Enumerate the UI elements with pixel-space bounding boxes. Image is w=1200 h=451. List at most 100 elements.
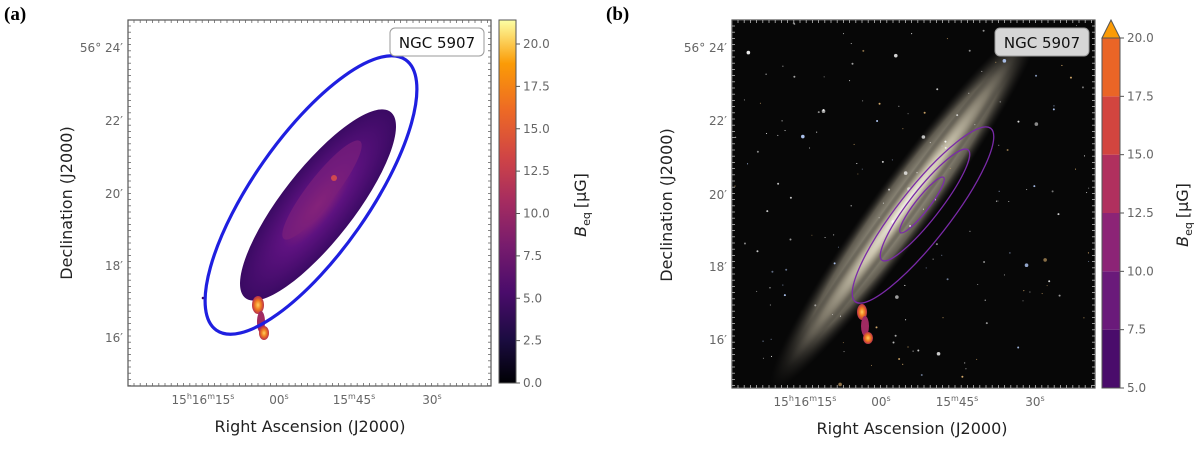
panel-b-star [935,243,938,246]
panel-b-star [881,160,884,163]
panel-b-colorbar-tick: 15.0 [1127,148,1154,162]
panel-b-star [1057,213,1060,216]
panel-b-star [944,140,947,143]
panel-b-colorbar-level [1102,38,1120,97]
panel-b-star [909,225,912,228]
panel-b-star [1003,274,1006,276]
panel-b-star [904,284,906,287]
panel-b-star [1023,290,1025,292]
panel-b-star [888,188,891,191]
panel-b-star [976,358,978,360]
panel-b-star [857,173,859,175]
panel-a-colorbar-tick: 10.0 [523,207,550,221]
panel-b-star [878,217,880,219]
panel-b-star [925,267,927,269]
panel-b-contour-outer [851,126,995,304]
panel-b-frame [731,19,1096,389]
panel-b-star [895,295,899,299]
panel-a-dec-tick: 18′ [105,259,123,273]
panel-b-star [946,278,949,281]
panel-b-star [756,150,759,153]
panel-b-star [1033,185,1036,188]
panel-b-star [856,162,858,165]
panel-b-colorbar-level [1102,329,1120,388]
panel-b-star [965,368,967,370]
panel-a-ra-tick: 00s [269,392,288,407]
panel-b-ra-tick: 30s [1025,394,1044,409]
panel-b-contours [851,126,995,304]
panel-b-star [878,102,881,105]
panel-b-ra-tick: 15m45s [936,394,979,409]
panel-b-star [837,246,840,248]
panel-a-colorbar-tick: 2.5 [523,334,542,348]
panel-b-colorbar-tick: 17.5 [1127,89,1154,103]
panel-b-star [1086,191,1088,194]
panel-b-colorbar-level [1102,213,1120,272]
panel-b-star [814,304,817,307]
panel-b-star [784,129,786,132]
panel-b-star [936,88,939,91]
panel-b-star [964,362,966,364]
panel-b-star [766,210,769,213]
panel-b-star [942,317,944,319]
panel-b-star [1087,252,1089,254]
panel-a-colorbar-tick: 12.5 [523,164,550,178]
panel-b-star [849,80,851,82]
panel-b-star [891,159,893,161]
panel-b-star [983,261,986,264]
panel-b-star [831,313,834,316]
panel-b-star [735,136,737,138]
panel-b-label: (b) [606,4,630,25]
panel-b-contour-mid [879,148,971,262]
panel-b-star [969,230,971,232]
panel-b-star [1029,291,1031,293]
panel-b-star [789,238,792,241]
panel-b-star [756,250,759,253]
panel-b-colorbar-tick: 20.0 [1127,31,1154,45]
panel-a-galaxy-label-box: NGC 5907 [389,27,485,57]
panel-b-star [977,283,979,286]
panel-a-colorbar: 0.0 2.5 5.0 7.5 10.0 12.5 15.0 17.5 20.0 Beq[μG] [498,19,593,390]
panel-a-colorbar-tick: 5.0 [523,291,542,305]
panel-b-star [861,168,863,170]
panel-b-ylabel: Declination (J2000) [657,128,676,281]
panel-b-star [898,358,901,361]
panel-b-dec-tick: 20′ [709,188,727,202]
panel-b-star [968,92,970,94]
panel-b-star [1022,300,1024,302]
panel-b-star [898,105,900,107]
panel-b-dec-tick: 56° 24′ [684,41,727,55]
panel-a-disk-core [282,140,362,240]
panel-a-ra-tick: 30s [422,392,441,407]
panel-b-star [1026,189,1028,191]
panel-a-integration-ellipse [203,54,419,336]
panel-b-star [839,315,842,317]
panel-b-star [1058,294,1061,297]
panel-b-star [946,38,948,40]
panel-b-star [1008,200,1010,203]
panel-b-star [781,120,783,122]
panel-b-star [936,351,941,356]
panel-a-hotspot [331,175,337,181]
panel-b-star [1075,24,1077,27]
panel-b-star [892,341,895,344]
panel-b-star [1081,86,1084,89]
panel-b-star [1053,105,1055,107]
panel-b-colorbar: 5.0 7.5 10.0 12.5 15.0 17.5 20.0 Beq[μG] [1101,18,1195,395]
panel-b-galaxy-label: NGC 5907 [1004,34,1080,52]
panel-b-star [777,182,780,185]
panel-b-colorbar-label: Beq[μG] [1173,183,1195,247]
panel-b-star [1009,252,1011,254]
panel-b-stars [734,22,1090,387]
panel-a-dec-tick: 56° 24′ [80,41,123,55]
panel-b-galaxy-disk [786,42,1024,368]
panel-b-star [765,73,767,75]
panel-a-xlabel: Right Ascension (J2000) [215,417,406,436]
panel-b-ra-tick: 15h16m15s [774,394,837,409]
panel-b-star [1088,260,1090,263]
panel-b-star [862,49,865,52]
panel-b-star [808,147,811,149]
panel-b-jet-stem [861,316,869,336]
panel-b-star [985,322,988,325]
